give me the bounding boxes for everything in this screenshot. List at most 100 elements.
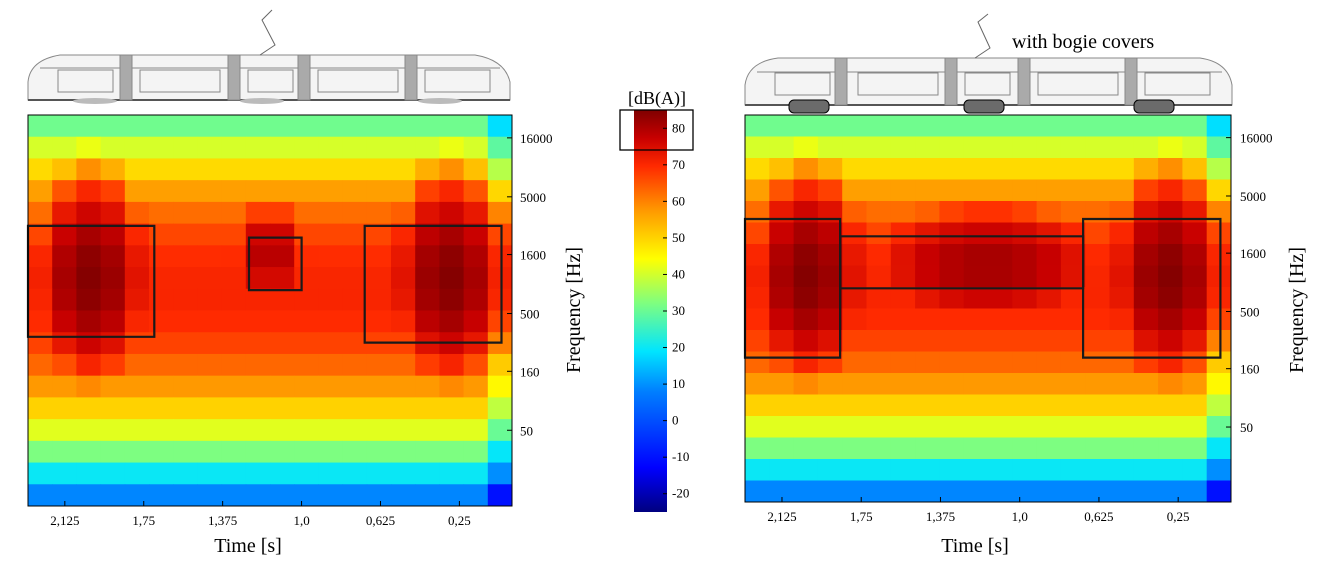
heatmap-cell xyxy=(1206,437,1232,460)
heatmap-cell xyxy=(793,416,819,438)
heatmap-cell xyxy=(221,288,247,311)
heatmap-cell xyxy=(463,245,489,268)
heatmap-cell xyxy=(415,223,440,246)
bogie-cover-middle xyxy=(963,99,1005,114)
heatmap-cell xyxy=(487,158,513,181)
heatmap-cell xyxy=(173,440,198,464)
heatmap-cell xyxy=(1109,373,1135,395)
heatmap-cell xyxy=(415,310,440,333)
heatmap-cell xyxy=(890,136,916,159)
heatmap-cell xyxy=(963,244,989,266)
heatmap-cell xyxy=(1182,480,1208,503)
heatmap-cell xyxy=(1060,179,1086,202)
y-tick-label: 500 xyxy=(520,307,540,322)
heatmap-cell xyxy=(769,416,795,438)
heatmap-cell xyxy=(221,267,247,290)
heatmap-cell xyxy=(963,480,989,503)
heatmap-cell xyxy=(817,201,843,223)
left-plot-frame xyxy=(27,114,513,507)
heatmap-cell xyxy=(439,397,465,420)
heatmap-cell xyxy=(842,244,867,266)
heatmap-cell xyxy=(76,201,102,225)
heatmap-cell xyxy=(769,136,795,159)
heatmap-cell xyxy=(1182,222,1208,245)
x-tick-label: 0,25 xyxy=(448,513,471,528)
heatmap-cell xyxy=(318,462,344,485)
heatmap-cell xyxy=(866,244,892,266)
heatmap-cell xyxy=(793,222,819,245)
heatmap-cell xyxy=(487,397,513,420)
heatmap-cell xyxy=(149,462,174,485)
heatmap-cell xyxy=(1182,244,1208,266)
heatmap-cell xyxy=(28,375,53,398)
heatmap-cell xyxy=(221,484,247,507)
heatmap-cell xyxy=(963,115,989,137)
heatmap-cell xyxy=(1133,416,1159,438)
heatmap-cell xyxy=(76,397,102,420)
heatmap-cell xyxy=(890,308,916,331)
heatmap-cell xyxy=(842,351,867,374)
left-y-ticks: 16000 5000 1600 500 160 50 xyxy=(507,131,553,438)
heatmap-cell xyxy=(1036,351,1062,374)
heatmap-cell xyxy=(769,222,795,245)
heatmap-cell xyxy=(197,397,223,420)
heatmap-cell xyxy=(366,440,392,464)
heatmap-cell xyxy=(1182,158,1208,180)
heatmap-cell xyxy=(487,310,513,333)
heatmap-cell xyxy=(245,353,271,377)
heatmap-cell xyxy=(745,351,770,374)
heatmap-cell xyxy=(76,158,102,181)
heatmap-cell xyxy=(149,310,174,333)
heatmap-cell xyxy=(866,265,892,288)
heatmap-cell xyxy=(769,287,795,309)
heatmap-cell xyxy=(817,459,843,481)
right-x-axis-label: Time [s] xyxy=(941,535,1009,557)
heatmap-cell xyxy=(100,332,126,355)
heatmap-cell xyxy=(463,180,489,203)
heatmap-cell xyxy=(221,180,247,203)
heatmap-cell xyxy=(439,267,465,290)
heatmap-cell xyxy=(890,244,916,266)
heatmap-cell xyxy=(1085,459,1110,481)
heatmap-cell xyxy=(487,462,513,485)
heatmap-cell xyxy=(415,115,440,138)
heatmap-cell xyxy=(270,332,295,355)
heatmap-cell xyxy=(342,440,368,464)
heatmap-cell xyxy=(487,136,513,159)
heatmap-cell xyxy=(939,115,965,137)
heatmap-cell xyxy=(487,353,513,377)
heatmap-cell xyxy=(1182,351,1208,374)
heatmap-cell xyxy=(439,440,465,464)
heatmap-cell xyxy=(463,267,489,290)
heatmap-cell xyxy=(149,375,174,398)
heatmap-cell xyxy=(415,353,440,377)
heatmap-cell xyxy=(1012,222,1038,245)
heatmap-cell xyxy=(915,201,940,223)
heatmap-cell xyxy=(890,437,916,460)
heatmap-cell xyxy=(318,267,344,290)
heatmap-cell xyxy=(173,180,198,203)
heatmap-cell xyxy=(221,310,247,333)
heatmap-cell xyxy=(342,115,368,138)
heatmap-cell xyxy=(769,308,795,331)
heatmap-cell xyxy=(318,245,344,268)
heatmap-cell xyxy=(817,308,843,331)
heatmap-cell xyxy=(793,459,819,481)
heatmap-cell xyxy=(1085,265,1110,288)
heatmap-cell xyxy=(318,201,344,225)
heatmap-cell xyxy=(1012,244,1038,266)
heatmap-cell xyxy=(463,310,489,333)
heatmap-cell xyxy=(769,158,795,180)
heatmap-cell xyxy=(124,180,150,203)
heatmap-cell xyxy=(1060,287,1086,309)
heatmap-cell xyxy=(890,201,916,223)
heatmap-cell xyxy=(769,394,795,417)
heatmap-cell xyxy=(318,397,344,420)
heatmap-cell xyxy=(100,353,126,377)
heatmap-cell xyxy=(439,310,465,333)
heatmap-cell xyxy=(769,330,795,352)
heatmap-cell xyxy=(1085,308,1110,331)
right-y-ticks: 16000 5000 1600 500 160 50 xyxy=(1226,131,1273,435)
heatmap-cell xyxy=(1109,394,1135,417)
heatmap-cell xyxy=(221,353,247,377)
